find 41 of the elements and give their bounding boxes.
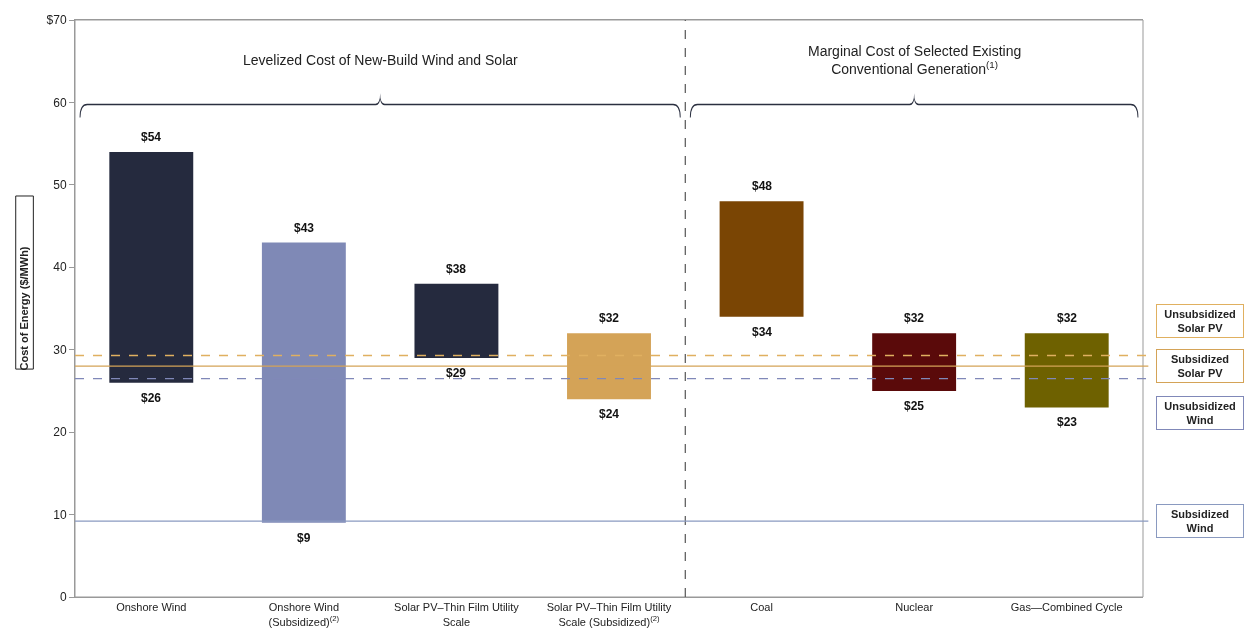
annotation: $34 [752, 325, 773, 339]
ref-line-label: Subsidized Solar PV [1170, 353, 1230, 380]
bar [872, 333, 957, 391]
annotation: $26 [141, 391, 162, 405]
annotation: $32 [1057, 311, 1078, 325]
x-tick-label: Solar PV–Thin Film Utility Scale [394, 601, 520, 628]
annotation: $32 [904, 311, 925, 325]
y-tick-label: 30 [53, 342, 67, 357]
bar [719, 201, 804, 317]
ref-line-label: Subsidized Wind [1170, 508, 1230, 535]
y-tick-label: 20 [53, 425, 67, 440]
x-tick-label: Coal [750, 601, 773, 614]
annotation: $9 [297, 531, 311, 545]
annotation: $32 [599, 311, 620, 325]
bar [109, 151, 194, 383]
ref-line-label: Unsubsidized Solar PV [1164, 308, 1236, 335]
y-tick-label: 10 [53, 507, 67, 522]
annotation: $25 [904, 399, 925, 413]
y-tick-label: 40 [53, 260, 67, 275]
annotation: $38 [446, 262, 467, 276]
x-tick-label: Onshore Wind (Subsidized)$^{(2)}$ [268, 601, 340, 628]
x-tick-label: Solar PV–Thin Film Utility Scale (Subsidized)$^{(2)}$ [546, 601, 672, 628]
annotation: $24 [599, 407, 620, 421]
annotation: $29 [446, 366, 467, 380]
y-tick-label: 60 [53, 95, 67, 110]
y-tick-label: 0 [59, 590, 67, 605]
ref-line-label: Unsubsidized Wind [1164, 400, 1236, 427]
annotation: Marginal Cost of Selected Existing Conventional Generation$^{(1)}$ [808, 43, 1022, 78]
bar [414, 283, 499, 358]
x-tick-label: Onshore Wind [116, 601, 187, 614]
annotation: Levelized Cost of New-Build Wind and Solar [243, 52, 519, 68]
annotation: $43 [294, 221, 315, 235]
y-tick-label: 50 [53, 178, 67, 193]
y-tick-label: $70 [46, 13, 67, 28]
annotation: $48 [752, 179, 773, 193]
bar [1024, 333, 1109, 408]
y-axis-title: Cost of Energy ($/MWh) [18, 246, 31, 371]
x-tick-label: Gas—Combined Cycle [1010, 601, 1123, 614]
annotation: $54 [141, 130, 162, 144]
annotation: $23 [1057, 415, 1078, 429]
x-tick-label: Nuclear [895, 601, 934, 614]
